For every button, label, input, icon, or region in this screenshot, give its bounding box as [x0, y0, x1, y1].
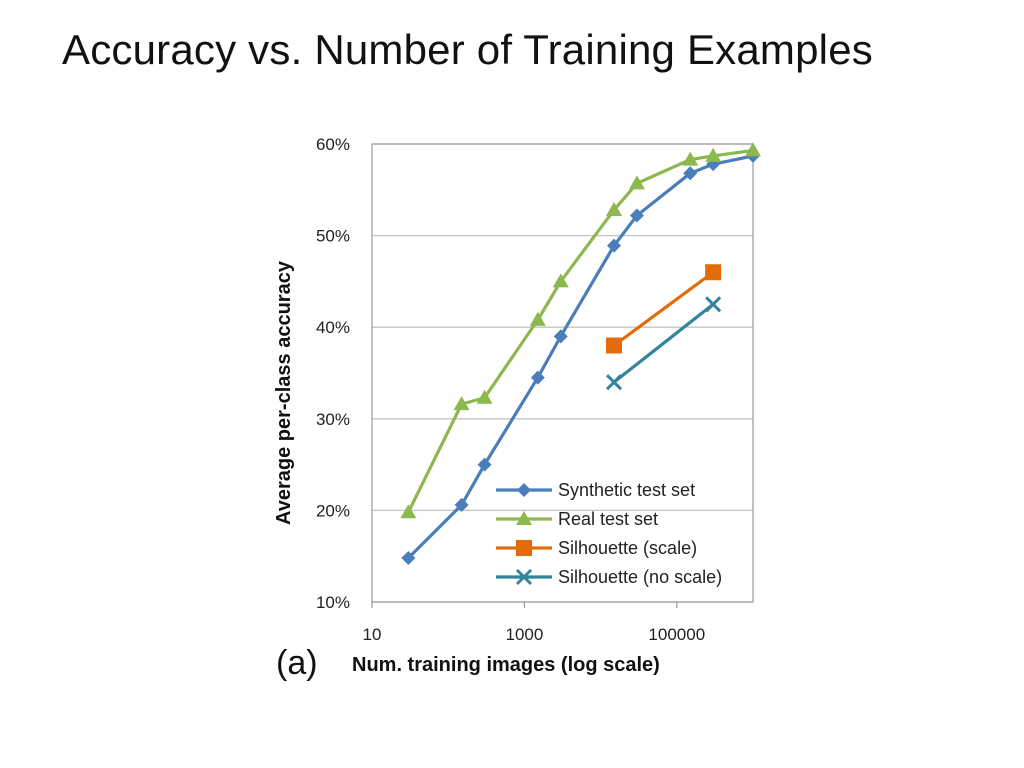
data-point-0 — [553, 329, 568, 344]
data-point-2 — [606, 337, 623, 354]
legend: Synthetic test set Real test set Silhouett… — [496, 480, 722, 587]
series-line-1 — [406, 148, 754, 513]
x-tick-label: 10 — [363, 625, 382, 644]
data-point-1 — [682, 151, 699, 166]
data-point-0 — [454, 497, 469, 512]
slide-title: Accuracy vs. Number of Training Examples — [62, 26, 873, 73]
data-point-1 — [745, 142, 761, 157]
data-point-3 — [705, 296, 722, 313]
legend-entry-label: Silhouette (scale) — [558, 538, 697, 558]
y-tick-label: 50% — [316, 227, 350, 246]
grid-lines — [372, 143, 753, 603]
y-tick-labels: 10% 20% 30% 40% 50% 60% — [316, 135, 350, 612]
panel-label: (a) — [276, 644, 318, 682]
legend-entry-label: Synthetic test set — [558, 480, 695, 500]
data-point-1 — [476, 389, 493, 404]
data-point-1 — [705, 147, 722, 162]
data-point-3 — [605, 374, 623, 391]
y-tick-label: 10% — [316, 593, 350, 612]
y-tick-label: 60% — [316, 135, 350, 154]
x-tick-label: 1000 — [505, 625, 543, 644]
data-point-0 — [401, 551, 416, 566]
y-tick-label: 40% — [316, 318, 350, 337]
y-tick-label: 20% — [316, 501, 350, 520]
legend-swatch-marker — [515, 568, 533, 586]
legend-entry-label: Real test set — [558, 509, 658, 529]
data-point-0 — [607, 238, 622, 253]
data-point-0 — [683, 166, 698, 181]
data-point-1 — [628, 175, 645, 190]
legend-swatch-marker — [517, 483, 531, 497]
data-point-1 — [453, 396, 470, 411]
series-line-2 — [613, 270, 715, 347]
series-layer — [400, 142, 761, 566]
y-tick-label: 30% — [316, 410, 350, 429]
data-point-1 — [400, 504, 417, 519]
data-point-1 — [606, 201, 623, 216]
x-tick-label: 100000 — [648, 625, 705, 644]
data-point-1 — [529, 311, 546, 326]
x-axis-title: Num. training images (log scale) — [352, 654, 660, 676]
legend-swatch-marker — [516, 511, 532, 525]
y-axis-title: Average per-class accuracy — [273, 260, 295, 525]
data-point-2 — [705, 264, 722, 281]
series-line-3 — [613, 303, 715, 384]
data-point-1 — [552, 273, 569, 288]
series-line-0 — [407, 154, 754, 560]
data-point-0 — [530, 370, 545, 385]
legend-swatch-marker — [516, 540, 532, 556]
data-point-0 — [477, 457, 492, 472]
legend-entry-label: Silhouette (no scale) — [558, 567, 722, 587]
data-point-0 — [629, 208, 644, 223]
plot-frame — [371, 143, 754, 603]
x-tick-labels: 10 1000 100000 — [363, 602, 705, 644]
